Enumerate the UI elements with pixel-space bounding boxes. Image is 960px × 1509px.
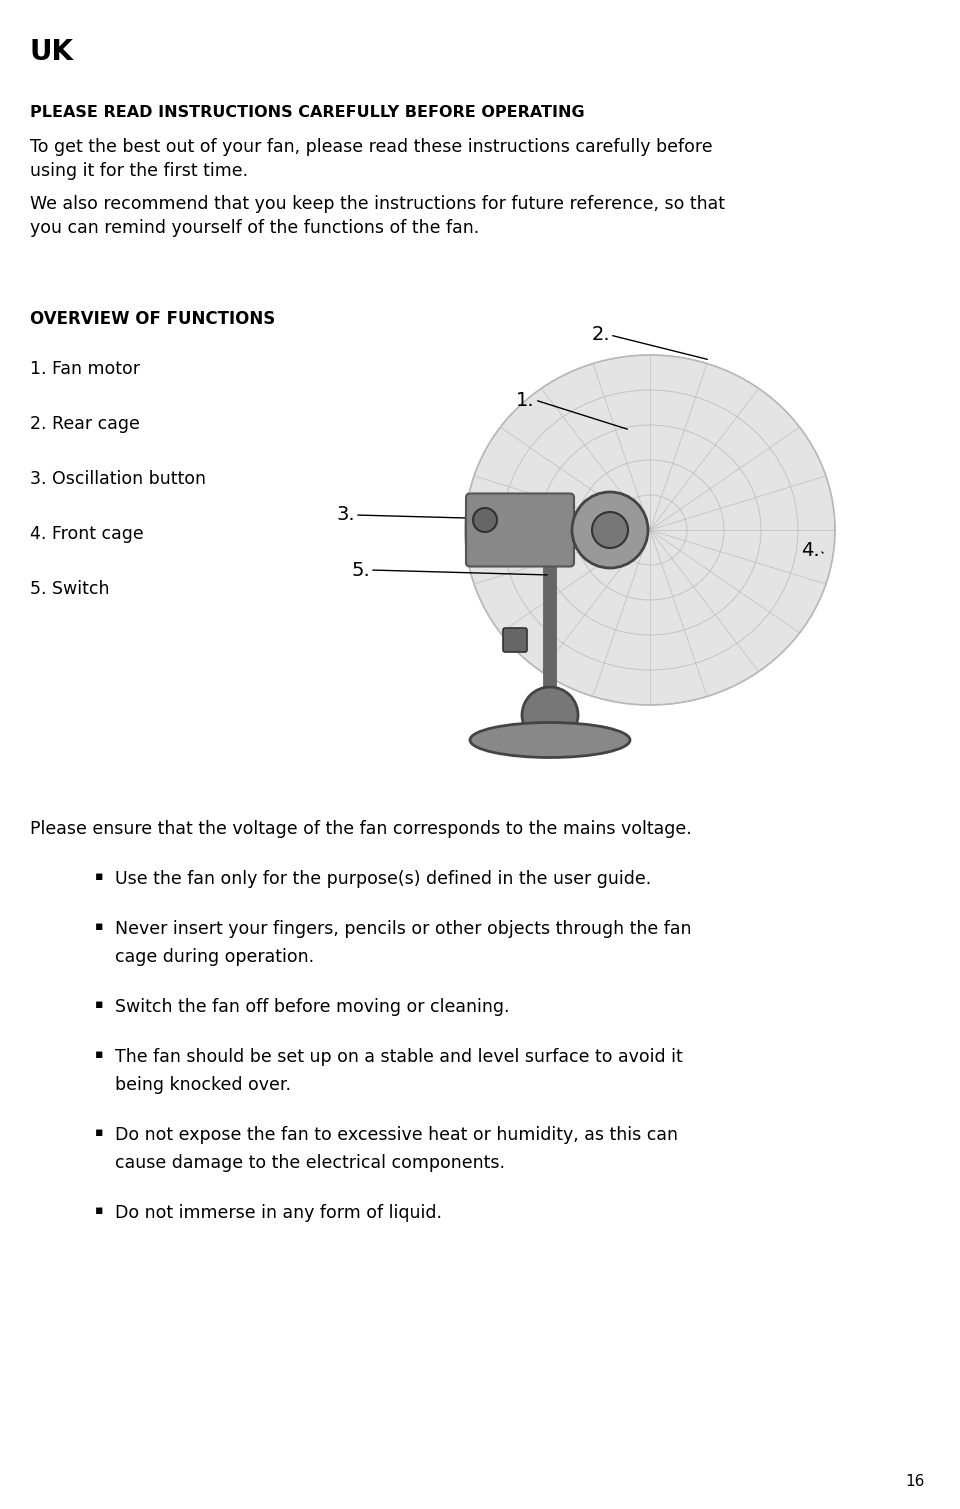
Text: 4. Front cage: 4. Front cage (30, 525, 144, 543)
Circle shape (473, 509, 497, 533)
Text: UK: UK (30, 38, 74, 66)
Text: Never insert your fingers, pencils or other objects through the fan: Never insert your fingers, pencils or ot… (115, 920, 691, 939)
Text: 2.: 2. (591, 326, 610, 344)
Text: 5. Switch: 5. Switch (30, 579, 109, 598)
Text: Do not expose the fan to excessive heat or humidity, as this can: Do not expose the fan to excessive heat … (115, 1126, 678, 1144)
Text: cage during operation.: cage during operation. (115, 948, 314, 966)
Text: 3.: 3. (336, 506, 355, 525)
Text: ▪: ▪ (95, 997, 104, 1011)
Text: 2. Rear cage: 2. Rear cage (30, 415, 140, 433)
Text: ▪: ▪ (95, 1126, 104, 1139)
Text: cause damage to the electrical components.: cause damage to the electrical component… (115, 1154, 505, 1172)
Text: 1. Fan motor: 1. Fan motor (30, 361, 140, 377)
Text: PLEASE READ INSTRUCTIONS CAREFULLY BEFORE OPERATING: PLEASE READ INSTRUCTIONS CAREFULLY BEFOR… (30, 106, 585, 121)
Text: OVERVIEW OF FUNCTIONS: OVERVIEW OF FUNCTIONS (30, 309, 276, 327)
Text: ▪: ▪ (95, 1204, 104, 1216)
Text: you can remind yourself of the functions of the fan.: you can remind yourself of the functions… (30, 219, 479, 237)
Ellipse shape (470, 723, 630, 758)
Circle shape (572, 492, 648, 567)
Text: 1.: 1. (516, 391, 535, 409)
Text: 5.: 5. (351, 560, 370, 579)
Circle shape (592, 512, 628, 548)
Text: 4.: 4. (802, 540, 820, 560)
Text: Use the fan only for the purpose(s) defined in the user guide.: Use the fan only for the purpose(s) defi… (115, 871, 651, 887)
Text: ▪: ▪ (95, 871, 104, 883)
Text: 16: 16 (905, 1474, 925, 1489)
Text: We also recommend that you keep the instructions for future reference, so that: We also recommend that you keep the inst… (30, 195, 725, 213)
FancyBboxPatch shape (466, 493, 574, 566)
Circle shape (522, 687, 578, 742)
Text: Please ensure that the voltage of the fan corresponds to the mains voltage.: Please ensure that the voltage of the fa… (30, 819, 692, 837)
Text: ▪: ▪ (95, 920, 104, 933)
FancyBboxPatch shape (503, 628, 527, 652)
Text: The fan should be set up on a stable and level surface to avoid it: The fan should be set up on a stable and… (115, 1047, 683, 1065)
Text: To get the best out of your fan, please read these instructions carefully before: To get the best out of your fan, please … (30, 137, 712, 155)
Ellipse shape (465, 355, 835, 705)
Text: being knocked over.: being knocked over. (115, 1076, 291, 1094)
Text: Switch the fan off before moving or cleaning.: Switch the fan off before moving or clea… (115, 997, 510, 1016)
Text: Do not immerse in any form of liquid.: Do not immerse in any form of liquid. (115, 1204, 442, 1222)
Text: ▪: ▪ (95, 1047, 104, 1061)
Text: using it for the first time.: using it for the first time. (30, 161, 248, 180)
Text: 3. Oscillation button: 3. Oscillation button (30, 469, 206, 487)
